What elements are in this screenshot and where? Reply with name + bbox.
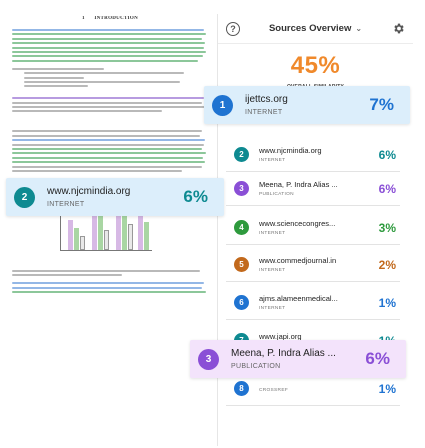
source-row[interactable]: 4 www.sciencecongres... INTERNET 3%	[226, 211, 400, 245]
help-icon[interactable]: ?	[226, 21, 240, 36]
panel-title-dropdown[interactable]: Sources Overview ⌄	[240, 23, 391, 34]
source-name: ijettcs.org	[245, 94, 288, 105]
paragraph	[12, 67, 217, 88]
source-percent: 6%	[183, 187, 208, 206]
source-type: CROSSREF	[259, 387, 289, 393]
highlighted-source-card-3[interactable]: 3 Meena, P. Indra Alias ... PUBLICATION …	[190, 340, 406, 378]
source-number-badge: 4	[234, 220, 249, 235]
source-percent: 2%	[378, 257, 396, 272]
source-name: ajms.alameenmedical...	[259, 294, 338, 303]
highlighted-source-card-2[interactable]: 2 www.njcmindia.org INTERNET 6%	[6, 178, 224, 216]
gear-icon[interactable]	[391, 22, 405, 36]
source-row[interactable]: 5 www.commedjournal.in INTERNET 2%	[226, 248, 400, 282]
source-percent: 6%	[365, 349, 390, 368]
source-name: www.njcmindia.org	[47, 186, 131, 197]
section-title: INTRODUCTION	[94, 16, 138, 21]
source-number-badge: 1	[212, 94, 233, 116]
source-percent: 6%	[378, 181, 396, 196]
source-number-badge: 6	[234, 295, 249, 310]
paragraph	[12, 29, 217, 62]
section-heading: 1 INTRODUCTION	[82, 16, 217, 21]
source-type: INTERNET	[259, 306, 286, 311]
source-name: Meena, P. Indra Alias ...	[259, 180, 338, 189]
source-name: www.commedjournal.in	[259, 256, 337, 265]
source-name: Meena, P. Indra Alias ...	[231, 348, 336, 359]
source-number-badge: 3	[234, 181, 249, 196]
paragraph	[12, 282, 217, 294]
source-percent: 6%	[378, 147, 396, 162]
source-type: PUBLICATION	[259, 192, 294, 197]
source-type: INTERNET	[259, 268, 286, 273]
highlighted-source-card-1[interactable]: 1 ijettcs.org INTERNET 7%	[204, 86, 410, 124]
source-percent: 3%	[378, 220, 396, 235]
source-number-badge: 5	[234, 257, 249, 272]
source-percent: 7%	[369, 95, 394, 114]
source-number-badge: 2	[234, 147, 249, 162]
source-row[interactable]: 2 www.njcmindia.org INTERNET 6%	[226, 138, 400, 172]
source-name: www.njcmindia.org	[259, 146, 322, 155]
panel-header: ? Sources Overview ⌄	[218, 14, 413, 44]
source-type: INTERNET	[259, 158, 286, 163]
source-row[interactable]: 8 CROSSREF 1%	[226, 372, 400, 406]
source-type: INTERNET	[245, 109, 283, 116]
source-type: INTERNET	[47, 201, 85, 208]
source-number-badge: 2	[14, 186, 35, 208]
document-page: 1 INTRODUCTION	[12, 16, 217, 436]
source-row[interactable]: 3 Meena, P. Indra Alias ... PUBLICATION …	[226, 172, 400, 206]
source-row[interactable]: 6 ajms.alameenmedical... INTERNET 1%	[226, 286, 400, 320]
paragraph	[12, 130, 217, 172]
overall-percent: 45%	[290, 52, 341, 79]
source-number-badge: 3	[198, 348, 219, 370]
source-name: www.sciencecongres...	[259, 219, 336, 228]
source-type: INTERNET	[259, 231, 286, 236]
figure-caption	[12, 269, 217, 277]
chevron-down-icon: ⌄	[355, 24, 363, 33]
section-number: 1	[82, 16, 85, 21]
source-number-badge: 8	[234, 381, 249, 396]
source-type: PUBLICATION	[231, 363, 281, 370]
panel-title: Sources Overview	[268, 23, 352, 34]
source-percent: 1%	[378, 381, 396, 396]
paragraph	[12, 97, 217, 113]
sources-panel: ? Sources Overview ⌄ 45% OVERALL SIMILAR…	[217, 14, 413, 446]
source-percent: 1%	[378, 295, 396, 310]
